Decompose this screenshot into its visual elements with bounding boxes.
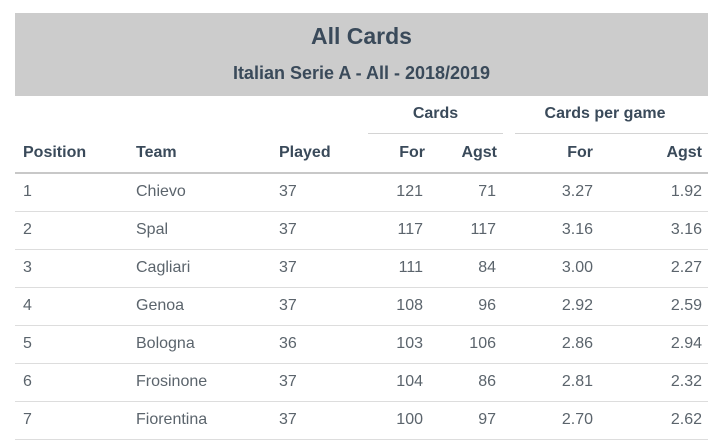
- cell-cards-agst: 84: [478, 259, 496, 276]
- cell-played: 36: [279, 335, 297, 352]
- cell-per-game-for: 2.86: [561, 335, 593, 352]
- cell-per-game-for: 3.00: [561, 259, 593, 276]
- table-row: 7 Fiorentina 37 100 97 2.70 2.62: [15, 402, 708, 440]
- column-header-cards-for[interactable]: For: [399, 144, 425, 161]
- cell-cards-agst: 96: [478, 297, 496, 314]
- cell-played: 37: [279, 411, 297, 428]
- table-row: 1 Chievo 37 121 71 3.27 1.92: [15, 174, 708, 212]
- cell-team[interactable]: Genoa: [136, 297, 185, 314]
- cell-played: 37: [279, 221, 297, 238]
- cell-team[interactable]: Spal: [136, 221, 169, 238]
- cell-per-game-for: 2.92: [561, 297, 593, 314]
- table-row: 4 Genoa 37 108 96 2.92 2.59: [15, 288, 708, 326]
- cell-team[interactable]: Fiorentina: [136, 411, 208, 428]
- table-row: 2 Spal 37 117 117 3.16 3.16: [15, 212, 708, 250]
- cell-per-game-agst: 1.92: [670, 183, 702, 200]
- cell-per-game-for: 2.70: [561, 411, 593, 428]
- cell-cards-agst: 106: [469, 335, 496, 352]
- cell-played: 37: [279, 373, 297, 390]
- cell-cards-for: 100: [396, 411, 423, 428]
- cell-cards-agst: 97: [478, 411, 496, 428]
- column-header-played[interactable]: Played: [279, 144, 331, 161]
- cell-played: 37: [279, 183, 297, 200]
- cell-team[interactable]: Chievo: [136, 183, 186, 200]
- cell-cards-for: 121: [396, 183, 423, 200]
- cell-per-game-agst: 2.27: [670, 259, 702, 276]
- table-row: 5 Bologna 36 103 106 2.86 2.94: [15, 326, 708, 364]
- page-title: All Cards: [311, 23, 412, 49]
- page-subtitle: Italian Serie A - All - 2018/2019: [232, 63, 491, 83]
- header-divider: [15, 172, 708, 174]
- cell-per-game-agst: 2.32: [670, 373, 702, 390]
- cell-position: 7: [23, 411, 32, 428]
- group-header-cards-per-game: Cards per game: [544, 105, 666, 122]
- table-row: 6 Frosinone 37 104 86 2.81 2.32: [15, 364, 708, 402]
- title-banner: All Cards Italian Serie A - All - 2018/2…: [15, 13, 708, 96]
- cell-cards-agst: 71: [478, 183, 496, 200]
- cell-position: 2: [23, 221, 32, 238]
- group-header-cards: Cards: [412, 105, 459, 122]
- cell-position: 6: [23, 373, 32, 390]
- cell-per-game-for: 3.27: [561, 183, 593, 200]
- cell-played: 37: [279, 297, 297, 314]
- cell-cards-for: 108: [396, 297, 423, 314]
- column-header-team[interactable]: Team: [136, 144, 177, 161]
- cell-cards-for: 111: [398, 259, 423, 276]
- cell-per-game-for: 2.81: [561, 373, 593, 390]
- cell-position: 5: [23, 335, 32, 352]
- cell-per-game-for: 3.16: [561, 221, 593, 238]
- group-divider-cards: [368, 133, 503, 134]
- cell-per-game-agst: 2.94: [670, 335, 702, 352]
- cell-position: 4: [23, 297, 32, 314]
- group-divider-cards-per-game: [515, 133, 708, 134]
- cell-team[interactable]: Cagliari: [136, 259, 191, 276]
- column-header-position[interactable]: Position: [23, 144, 87, 161]
- cell-position: 1: [23, 183, 32, 200]
- cell-position: 3: [23, 259, 32, 276]
- cell-cards-agst: 86: [478, 373, 496, 390]
- cell-per-game-agst: 2.62: [670, 411, 702, 428]
- column-header-per-game-for[interactable]: For: [567, 144, 593, 161]
- cell-team[interactable]: Bologna: [136, 335, 195, 352]
- cell-cards-agst: 117: [470, 221, 496, 238]
- table-row: 3 Cagliari 37 111 84 3.00 2.27: [15, 250, 708, 288]
- cell-per-game-agst: 2.59: [670, 297, 702, 314]
- cell-played: 37: [279, 259, 297, 276]
- column-header-per-game-agst[interactable]: Agst: [666, 144, 702, 161]
- column-header-cards-agst[interactable]: Agst: [461, 144, 497, 161]
- table-body: 1 Chievo 37 121 71 3.27 1.92 2 Spal 37 117 117 3.16 3…: [15, 174, 708, 440]
- cell-per-game-agst: 3.16: [670, 221, 702, 238]
- cell-team[interactable]: Frosinone: [136, 373, 208, 390]
- cell-cards-for: 117: [397, 221, 423, 238]
- cell-cards-for: 104: [396, 373, 423, 390]
- cell-cards-for: 103: [396, 335, 423, 352]
